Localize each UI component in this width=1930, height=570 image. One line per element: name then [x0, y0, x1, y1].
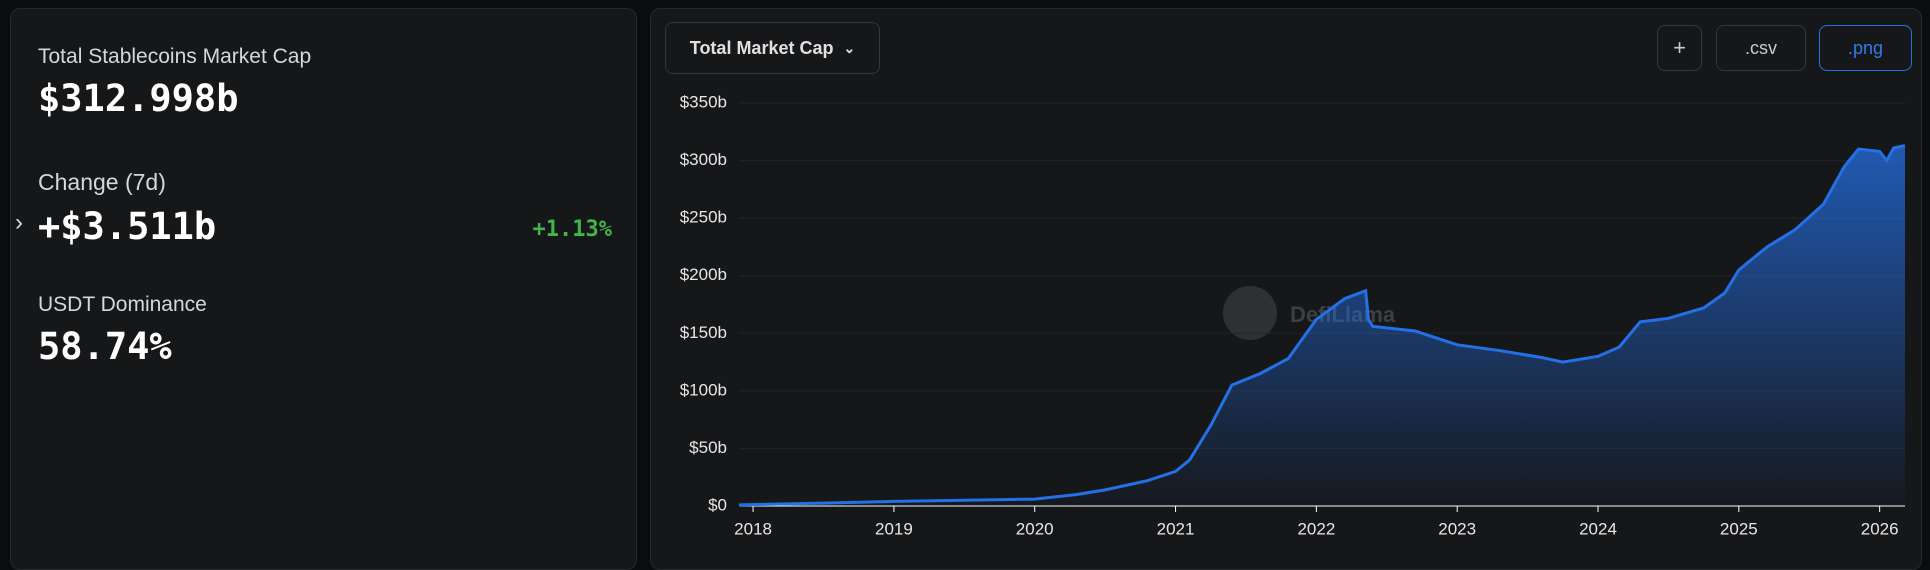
x-tick-label: 2018: [734, 519, 772, 538]
value: 58.74%: [38, 325, 172, 368]
watermark-logo: [1223, 286, 1277, 340]
add-button[interactable]: +: [1657, 25, 1702, 71]
y-tick-label: $100b: [680, 380, 727, 399]
line: [738, 144, 1906, 507]
x-tick-label: 2025: [1720, 519, 1758, 538]
page: {"summary":{"market_cap_label":"Total St…: [10, 8, 1922, 570]
y-tick-label: $350b: [680, 92, 727, 111]
csv-button[interactable]: .csv: [1716, 25, 1806, 71]
y-tick-label: $250b: [680, 208, 727, 227]
x-tick-label: 2024: [1579, 519, 1617, 538]
expand-icon[interactable]: ›: [15, 209, 23, 236]
x-tick-label: 2023: [1438, 519, 1476, 538]
dropdown-label: Total Market Cap: [689, 37, 834, 58]
dropdown[interactable]: Total Market Cap ⌄: [665, 22, 880, 74]
x-tick-label: 2020: [1016, 519, 1054, 538]
value: +$3.511b: [38, 205, 217, 248]
x-tick-label: 2021: [1157, 519, 1195, 538]
label: Change (7d): [38, 169, 166, 195]
area: [739, 145, 1905, 507]
y-tick-label: $150b: [680, 323, 727, 342]
x-tick-label: 2022: [1297, 519, 1335, 538]
value: $312.998b: [38, 77, 239, 120]
y-tick-label: $200b: [680, 265, 727, 284]
change-pct: +1.13%: [532, 217, 612, 242]
summary-panel: Total Stablecoins Market Cap $312.998b C…: [10, 8, 637, 570]
y-tick-label: $50b: [689, 438, 727, 457]
y-tick-label: $0: [708, 495, 727, 514]
label: USDT Dominance: [38, 293, 207, 316]
y-tick-label: $300b: [680, 150, 727, 169]
chart: DefiLlama $0$50b$100b$150b$200b$250b$300…: [680, 92, 1906, 538]
x-tick-label: 2026: [1861, 519, 1899, 538]
label: Total Stablecoins Market Cap: [38, 45, 312, 68]
x-tick-label: 2019: [875, 519, 913, 538]
png-button[interactable]: .png: [1819, 25, 1912, 71]
